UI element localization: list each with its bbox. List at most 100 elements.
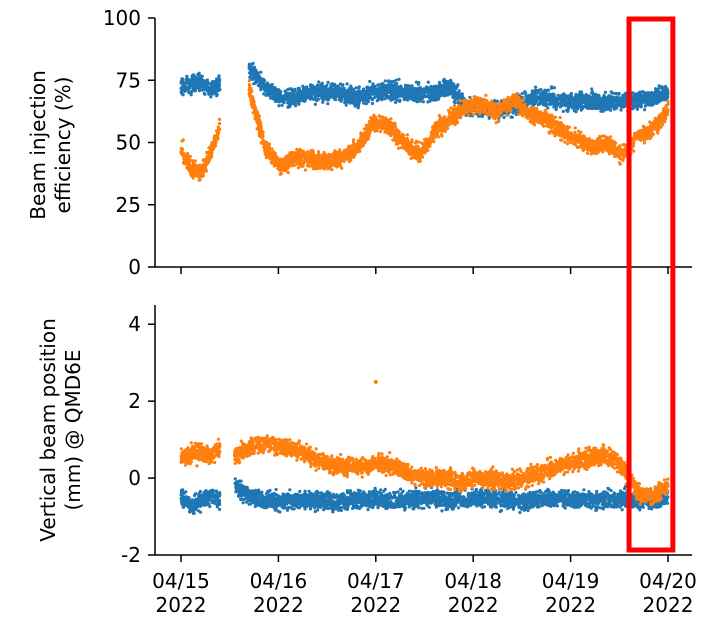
efficiency-point <box>187 86 191 91</box>
efficiency-point <box>587 97 592 101</box>
efficiency-point <box>552 86 557 90</box>
efficiency-point <box>277 100 281 104</box>
efficiency-point <box>296 86 300 91</box>
efficiency-point <box>404 83 408 87</box>
efficiency-point <box>317 80 321 84</box>
efficiency-point <box>399 86 403 90</box>
efficiency-point <box>357 85 361 89</box>
efficiency-point <box>217 117 222 121</box>
efficiency-point <box>561 109 565 113</box>
efficiency-point <box>394 88 398 92</box>
efficiency-point <box>558 105 563 109</box>
efficiency-point <box>301 89 305 93</box>
efficiency-point <box>215 93 219 97</box>
efficiency-point <box>314 89 318 93</box>
efficiency-point <box>563 95 568 99</box>
efficiency-point <box>217 75 221 79</box>
efficiency-point <box>553 104 557 108</box>
efficiency-point <box>604 108 608 112</box>
efficiency-point <box>339 90 343 94</box>
efficiency-point <box>371 97 375 101</box>
efficiency-point <box>259 88 263 92</box>
efficiency-point <box>181 93 185 97</box>
efficiency-point <box>631 107 635 111</box>
efficiency-point <box>197 89 201 93</box>
efficiency-point <box>211 80 215 84</box>
efficiency-point <box>458 98 462 103</box>
efficiency-point <box>301 93 305 97</box>
efficiency-point <box>265 93 269 97</box>
efficiency-point <box>432 92 437 96</box>
efficiency-point <box>261 84 265 89</box>
efficiency-point <box>350 89 354 93</box>
efficiency-point <box>635 107 640 111</box>
efficiency-point <box>204 159 208 163</box>
efficiency-point <box>573 126 577 130</box>
efficiency-point <box>406 89 410 93</box>
efficiency-point <box>567 97 571 101</box>
efficiency-point <box>598 105 603 109</box>
efficiency-point <box>531 100 536 104</box>
efficiency-point <box>288 91 292 95</box>
efficiency-point <box>578 95 582 99</box>
efficiency-point <box>410 88 414 92</box>
efficiency-point <box>558 97 562 101</box>
efficiency-point <box>648 100 652 104</box>
efficiency-point <box>291 92 295 96</box>
efficiency-point <box>214 87 218 91</box>
efficiency-point <box>330 84 334 88</box>
efficiency-point <box>422 89 427 93</box>
efficiency-point <box>198 178 202 182</box>
efficiency-point <box>472 95 476 99</box>
efficiency-point <box>619 108 623 112</box>
efficiency-point <box>575 107 579 111</box>
efficiency-point <box>193 159 197 163</box>
efficiency-point <box>316 97 320 101</box>
efficiency-point <box>573 98 577 103</box>
efficiency-point <box>298 90 302 95</box>
efficiency-point <box>614 104 618 108</box>
efficiency-point <box>209 82 213 86</box>
efficiency-point <box>657 84 661 88</box>
efficiency-point <box>209 95 213 99</box>
efficiency-point <box>593 106 597 111</box>
efficiency-point <box>426 100 430 104</box>
efficiency-point <box>283 89 287 93</box>
efficiency-point <box>325 89 329 93</box>
efficiency-point <box>664 86 669 90</box>
efficiency-point <box>277 104 281 108</box>
efficiency-point <box>562 100 566 104</box>
efficiency-point <box>341 83 345 87</box>
efficiency-point <box>207 157 211 161</box>
efficiency-point <box>369 90 373 94</box>
efficiency-point <box>378 95 382 99</box>
efficiency-point <box>211 89 216 93</box>
efficiency-point <box>362 101 366 105</box>
efficiency-point <box>661 87 665 91</box>
efficiency-point <box>450 91 454 95</box>
efficiency-point <box>647 103 651 107</box>
efficiency-point <box>384 84 388 88</box>
efficiency-point <box>548 102 552 106</box>
efficiency-point <box>293 102 297 106</box>
efficiency-point <box>376 92 380 96</box>
efficiency-point <box>593 98 597 102</box>
efficiency-point <box>590 87 594 91</box>
efficiency-point <box>572 109 577 113</box>
efficiency-point <box>187 91 191 95</box>
efficiency-point <box>337 98 341 102</box>
efficiency-point <box>417 86 421 90</box>
efficiency-point <box>195 172 199 176</box>
efficiency-point <box>417 140 421 144</box>
efficiency-point <box>542 90 547 94</box>
efficiency-point <box>331 90 335 94</box>
efficiency-point <box>481 114 485 118</box>
efficiency-point <box>556 93 560 97</box>
efficiency-point <box>181 153 185 157</box>
efficiency-point <box>663 95 668 99</box>
efficiency-point <box>190 90 194 94</box>
efficiency-point <box>652 96 657 100</box>
efficiency-point <box>362 89 366 93</box>
efficiency-point <box>650 90 654 95</box>
efficiency-point <box>303 168 308 172</box>
